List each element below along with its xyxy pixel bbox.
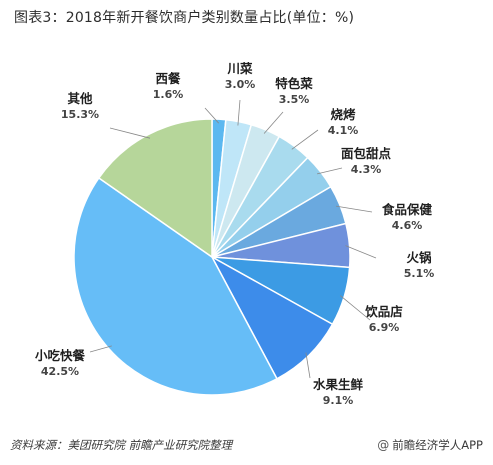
slice-value-label: 9.1% bbox=[323, 394, 354, 407]
slice-value-label: 6.9% bbox=[369, 321, 400, 334]
chart-title: 图表3：2018年新开餐饮商户类别数量占比(单位：%) bbox=[14, 10, 355, 26]
slice-value-label: 15.3% bbox=[61, 108, 99, 121]
source-note: 资料来源：美团研究院 前瞻产业研究院整理 bbox=[10, 438, 233, 452]
slice-value-label: 4.1% bbox=[328, 124, 359, 137]
slice-label: 特色菜 bbox=[275, 76, 313, 91]
slice-label: 火锅 bbox=[406, 250, 432, 265]
pie-slice bbox=[210, 255, 334, 380]
slice-label: 川菜 bbox=[226, 61, 253, 76]
leader-line bbox=[305, 352, 311, 379]
pie-slice bbox=[97, 118, 213, 259]
brand-name: 前瞻经济学人APP bbox=[392, 438, 483, 452]
leader-line bbox=[291, 129, 319, 150]
leader-line bbox=[335, 205, 373, 213]
slice-value-label: 5.1% bbox=[404, 267, 435, 280]
slice-label: 烧烤 bbox=[330, 107, 356, 122]
slice-value-label: 4.6% bbox=[392, 219, 423, 232]
slice-label: 水果生鲜 bbox=[313, 377, 364, 392]
slice-label: 食品保健 bbox=[381, 202, 433, 217]
slice-label: 饮品店 bbox=[364, 304, 403, 319]
brand-credit: @ 前瞻经济学人APP bbox=[377, 437, 483, 453]
pie-slice bbox=[73, 176, 278, 396]
at-icon: @ bbox=[377, 438, 390, 452]
leader-line bbox=[345, 245, 377, 259]
slice-value-label: 4.3% bbox=[351, 163, 382, 176]
slice-value-label: 3.5% bbox=[279, 93, 310, 106]
leader-line bbox=[89, 345, 112, 353]
slice-label: 面包甜点 bbox=[341, 146, 392, 161]
leader-line bbox=[317, 167, 343, 175]
slice-label: 其他 bbox=[67, 91, 93, 106]
leader-line bbox=[237, 99, 241, 126]
leader-line bbox=[263, 111, 284, 134]
leader-line bbox=[340, 295, 371, 321]
slice-label: 西餐 bbox=[155, 71, 181, 86]
slice-value-label: 3.0% bbox=[225, 78, 256, 91]
slice-value-label: 42.5% bbox=[41, 365, 79, 378]
leader-line bbox=[204, 107, 219, 124]
slice-value-label: 1.6% bbox=[153, 88, 184, 101]
slice-label: 小吃快餐 bbox=[34, 348, 86, 363]
leader-line bbox=[109, 127, 151, 139]
